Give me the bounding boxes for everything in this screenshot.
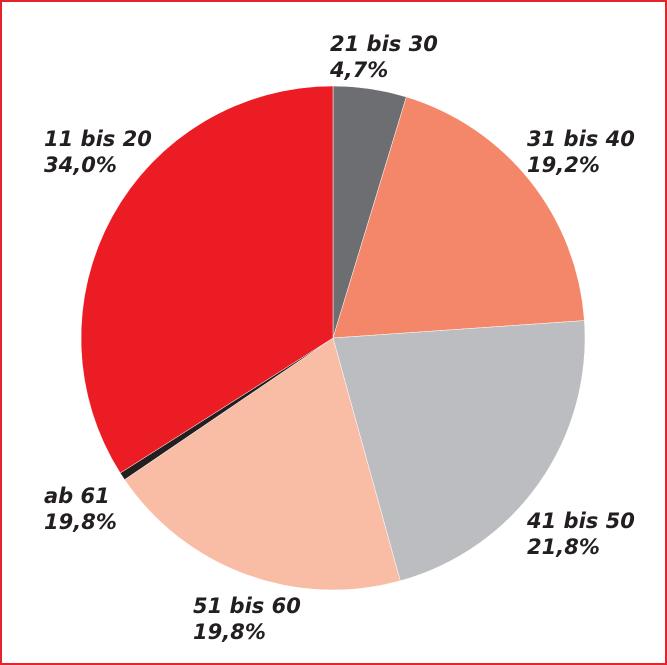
slice-value-label: 19,8% xyxy=(193,620,266,644)
slice-value-label: 34,0% xyxy=(44,153,117,177)
slice-value-label: 4,7% xyxy=(329,58,388,82)
slice-label: 21 bis 30 xyxy=(330,32,438,56)
pie-slice xyxy=(80,85,334,474)
slice-label: 51 bis 60 xyxy=(193,594,301,618)
slice-value-label: 19,2% xyxy=(527,153,600,177)
slice-label: ab 61 xyxy=(44,484,110,508)
pie-slice xyxy=(332,96,585,339)
slice-label: 41 bis 50 xyxy=(526,509,635,533)
slice-value-label: 21,8% xyxy=(527,535,600,559)
slice-label: 31 bis 40 xyxy=(527,127,635,151)
slice-value-label: 19,8% xyxy=(44,510,117,534)
pie-slice xyxy=(124,337,401,591)
slice-label: 11 bis 20 xyxy=(44,127,152,151)
pie-slice xyxy=(332,320,586,582)
